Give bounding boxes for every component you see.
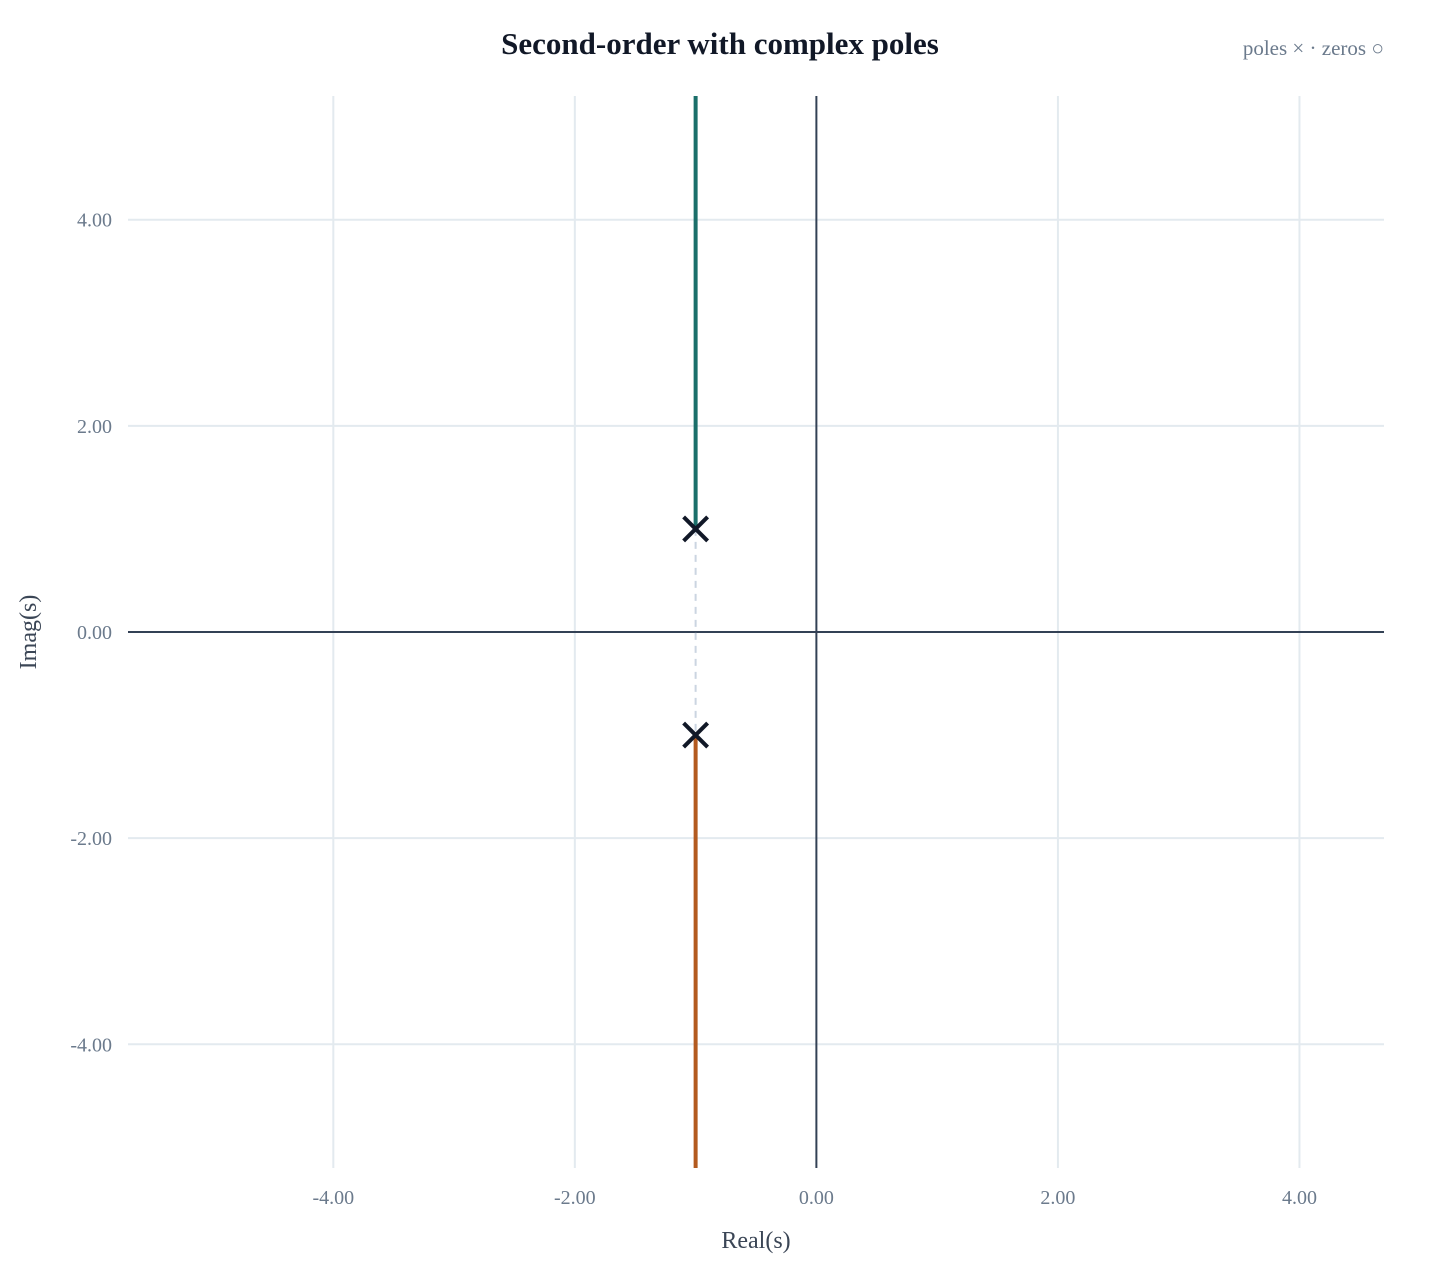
pole-marker-stroke [682,721,710,749]
y-tick-label: 0.00 [77,622,112,644]
pole-markers [682,515,710,749]
x-tick-label: -2.00 [554,1187,596,1209]
y-axis-label: Imag(s) [16,595,42,670]
tick-labels: -4.00 -2.00 0.00 2.00 4.00 -4.00 -2.00 0.00 2.00… [70,210,1317,1209]
x-tick-label: 4.00 [1282,1187,1317,1209]
x-tick-label: 0.00 [799,1187,834,1209]
x-tick-label: -4.00 [312,1187,354,1209]
pole-marker [682,721,710,749]
legend-note: poles × · zeros ○ [1242,36,1384,60]
y-tick-label: 2.00 [77,416,112,438]
chart-title: Second-order with complex poles [501,26,939,61]
x-tick-label: 2.00 [1040,1187,1075,1209]
y-tick-label: -4.00 [70,1034,112,1056]
zero-axes [128,96,1384,1168]
y-tick-label: 4.00 [77,210,112,232]
y-tick-label: -2.00 [70,828,112,850]
x-axis-label: Real(s) [721,1228,790,1254]
pole-marker [682,515,710,543]
pole-marker-stroke [682,515,710,543]
